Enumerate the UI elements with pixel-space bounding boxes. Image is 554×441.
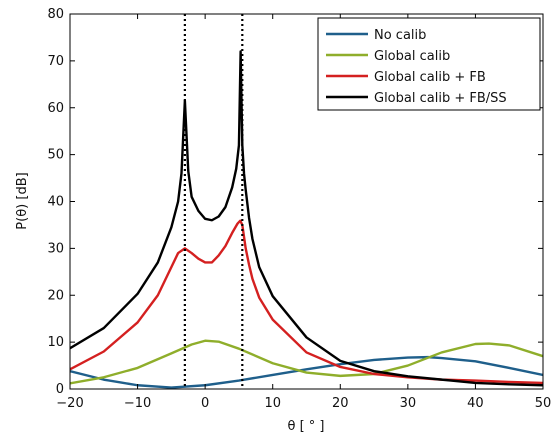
y-axis-title: P(θ) [dB] — [15, 172, 30, 229]
legend-label-3: Global calib + FB — [374, 70, 486, 85]
legend-label-2: Global calib — [374, 49, 450, 64]
y-tick-label: 10 — [47, 335, 64, 350]
x-axis-title: θ [ ° ] — [288, 419, 325, 434]
y-tick-label: 0 — [56, 382, 64, 397]
series-line-3 — [70, 219, 543, 385]
y-tick-label: 50 — [47, 148, 64, 163]
y-tick-label: 70 — [47, 54, 64, 69]
y-tick-label: 60 — [47, 101, 64, 116]
y-tick-label: 30 — [47, 241, 64, 256]
x-tick-label: 50 — [535, 396, 552, 411]
x-tick-label: 0 — [201, 396, 209, 411]
series-line-4 — [70, 50, 543, 387]
x-tick-label: 10 — [264, 396, 281, 411]
y-tick-label: 80 — [47, 7, 64, 22]
y-tick-label: 20 — [47, 288, 64, 303]
x-tick-label: 40 — [467, 396, 484, 411]
y-tick-label: 40 — [47, 195, 64, 210]
legend-label-4: Global calib + FB/SS — [374, 91, 507, 106]
x-tick-label: 20 — [332, 396, 349, 411]
axes: −20 −10 0 10 20 30 40 50 0 10 20 30 40 50 60 70 80 — [47, 7, 551, 411]
legend-label-1: No calib — [374, 28, 426, 43]
x-tick-label: 30 — [400, 396, 417, 411]
series-line-2 — [70, 339, 543, 385]
x-tick-label: −20 — [56, 396, 83, 411]
series-line-1 — [70, 355, 543, 389]
legend: No calib Global calib Global calib + FB Glo… — [317, 17, 541, 111]
x-tick-label: −10 — [124, 396, 151, 411]
series-lines — [70, 50, 543, 389]
